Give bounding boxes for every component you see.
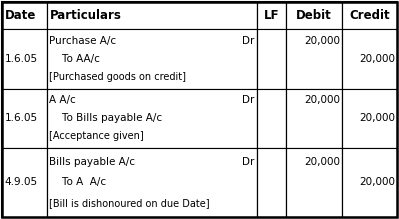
Text: [Purchased goods on credit]: [Purchased goods on credit] [49,72,186,82]
Text: Purchase A/c: Purchase A/c [49,36,117,46]
Text: 20,000: 20,000 [359,113,395,123]
Text: Dr: Dr [242,95,255,105]
Bar [2,2,47,29]
Bar [342,88,397,148]
Text: 20,000: 20,000 [304,157,340,167]
Text: Particulars: Particulars [50,9,122,22]
Text: LF: LF [264,9,279,22]
Text: To AA/c: To AA/c [49,54,100,64]
Text: 20,000: 20,000 [359,54,395,64]
Text: Dr: Dr [242,36,255,46]
Bar [286,148,342,217]
Text: To A  A/c: To A A/c [49,177,107,187]
Bar [286,2,342,29]
Bar [257,148,286,217]
Text: [Acceptance given]: [Acceptance given] [49,131,144,141]
Text: 20,000: 20,000 [304,36,340,46]
Text: [Bill is dishonoured on due Date]: [Bill is dishonoured on due Date] [49,198,210,208]
Bar [257,29,286,88]
Bar [47,148,257,217]
Bar [257,88,286,148]
Text: 20,000: 20,000 [359,177,395,187]
Text: 1.6.05: 1.6.05 [4,113,38,123]
Text: 4.9.05: 4.9.05 [4,177,38,187]
Text: 20,000: 20,000 [304,95,340,105]
Bar [342,148,397,217]
Bar [47,88,257,148]
Text: Credit: Credit [349,9,390,22]
Text: Debit: Debit [296,9,332,22]
Bar [286,29,342,88]
Bar [2,88,47,148]
Text: To Bills payable A/c: To Bills payable A/c [49,113,162,123]
Bar [342,29,397,88]
Text: 1.6.05: 1.6.05 [4,54,38,64]
Text: Bills payable A/c: Bills payable A/c [49,157,135,167]
Text: Date: Date [4,9,36,22]
Bar [2,29,47,88]
Bar [47,29,257,88]
Bar [257,2,286,29]
Bar [2,148,47,217]
Text: A A/c: A A/c [49,95,76,105]
Text: Dr: Dr [242,157,255,167]
Bar [286,88,342,148]
Bar [47,2,257,29]
Bar [342,2,397,29]
